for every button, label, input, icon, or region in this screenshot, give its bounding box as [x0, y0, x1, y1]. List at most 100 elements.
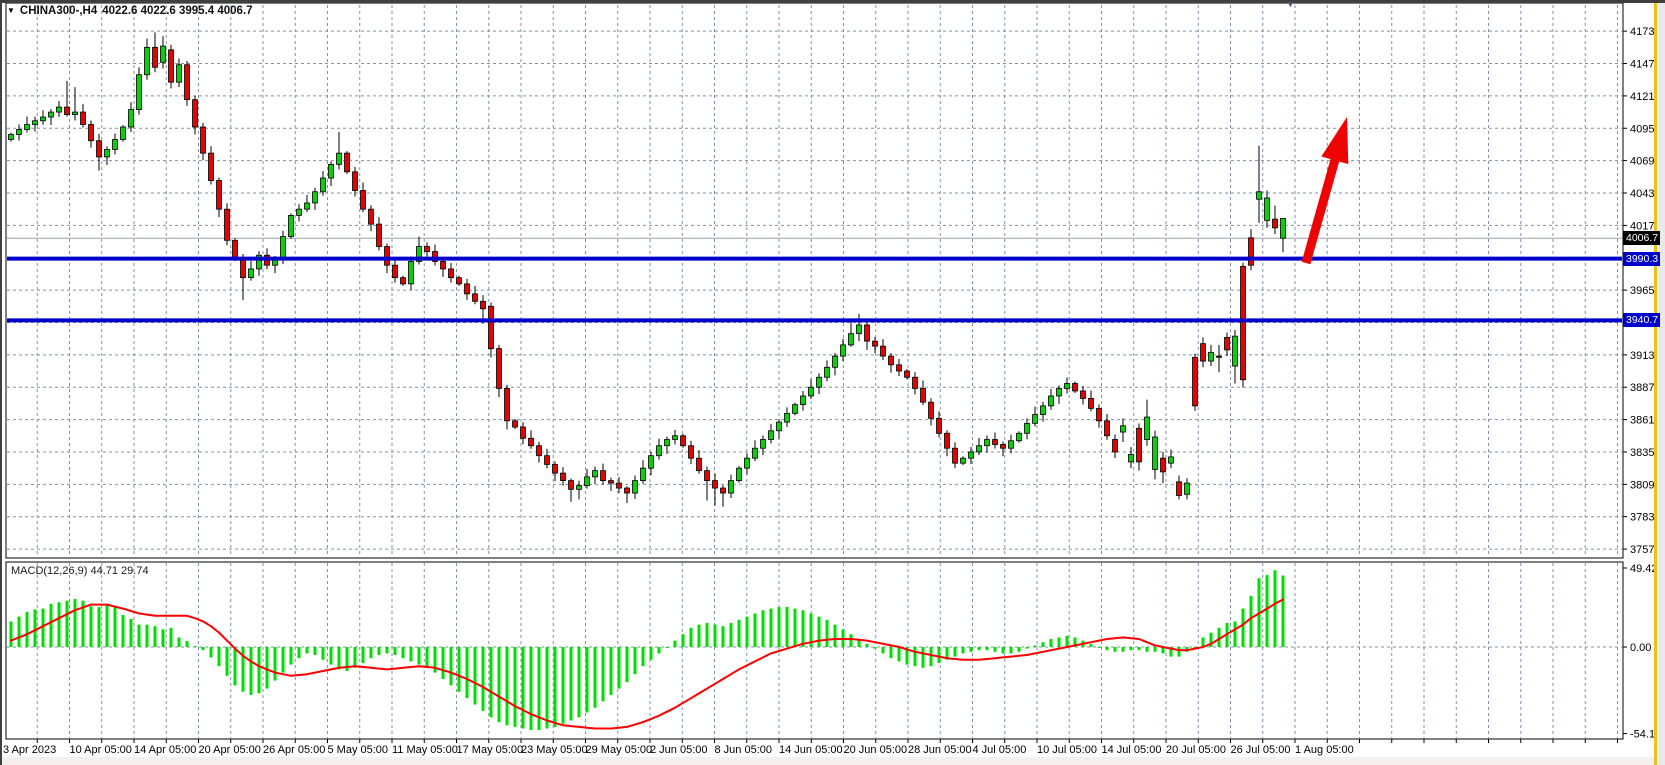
macd-histogram-bar	[33, 609, 37, 647]
macd-histogram-bar	[345, 647, 349, 671]
macd-histogram-bar	[753, 613, 757, 647]
macd-histogram-bar	[465, 647, 469, 699]
macd-histogram-bar	[289, 647, 293, 665]
macd-histogram-bar	[457, 647, 461, 692]
candle-bull	[1064, 383, 1070, 389]
candle-bear	[152, 46, 158, 68]
macd-indicator-label: MACD(12,26,9) 44.71 29.74	[11, 565, 149, 577]
time-axis-label: 29 May 05:00	[586, 744, 653, 756]
macd-histogram-bar	[977, 647, 981, 651]
candle-bear	[224, 208, 230, 241]
candle-bear	[400, 277, 406, 285]
macd-histogram-bar	[57, 602, 61, 647]
candle-bear	[1136, 427, 1142, 463]
candle-bull	[976, 445, 982, 453]
macd-histogram-bar	[9, 621, 13, 647]
candle-bull	[104, 149, 110, 158]
macd-histogram-bar	[745, 616, 749, 647]
macd-histogram-bar	[169, 627, 173, 647]
candle-bull	[824, 366, 830, 378]
macd-histogram-bar	[1121, 647, 1125, 652]
macd-histogram-bar	[553, 647, 557, 727]
macd-histogram-bar	[777, 607, 781, 647]
time-axis-label: 20 Jul 05:00	[1166, 744, 1226, 756]
candle-bull	[136, 74, 142, 110]
candle-bear	[560, 472, 566, 481]
macd-histogram-bar	[897, 647, 901, 662]
candle-bull	[1008, 440, 1014, 449]
macd-histogram-bar	[129, 619, 133, 647]
macd-histogram-bar	[137, 624, 141, 647]
resistance-line-price-tag[interactable]: 3990.3	[1623, 252, 1660, 266]
candle-bear	[944, 432, 950, 449]
macd-histogram-bar	[361, 647, 365, 663]
trend-arrow-head[interactable]	[1321, 117, 1349, 165]
macd-histogram-bar	[25, 611, 29, 647]
candle-bear	[888, 355, 894, 366]
candle-bull	[1128, 454, 1134, 463]
macd-histogram-bar	[761, 610, 765, 647]
macd-histogram-bar	[1089, 643, 1093, 647]
macd-axis-label: 49.42	[1630, 563, 1658, 575]
time-axis-label: 28 Jun 05:00	[908, 744, 972, 756]
candle-bull	[1232, 335, 1238, 367]
candle-bear	[344, 152, 350, 173]
candle-bear	[880, 345, 886, 357]
candle-bull	[8, 134, 14, 140]
candle-bull	[984, 439, 990, 447]
macd-histogram-bar	[1033, 645, 1037, 647]
candle-bear	[96, 140, 102, 158]
trend-arrow-shaft[interactable]	[1301, 153, 1341, 265]
candle-bull	[784, 412, 790, 423]
macd-histogram-bar	[417, 647, 421, 665]
candle-bull	[56, 106, 62, 113]
candle-bear	[936, 417, 942, 434]
candle-bull	[752, 447, 758, 459]
macd-histogram-bar	[801, 610, 805, 647]
macd-histogram-bar	[1049, 639, 1053, 647]
candle-bull	[280, 236, 286, 260]
candle-bear	[440, 261, 446, 270]
macd-histogram-bar	[1233, 621, 1237, 647]
candle-bull	[816, 376, 822, 388]
macd-histogram-bar	[881, 647, 885, 654]
macd-axis-label: 0.00	[1630, 642, 1651, 654]
window-border-top	[0, 0, 1665, 3]
macd-histogram-bar	[161, 629, 165, 647]
macd-histogram-bar	[681, 634, 685, 647]
candle-bull	[336, 152, 342, 165]
candle-bear	[184, 64, 190, 101]
time-axis-label: 17 May 05:00	[457, 744, 524, 756]
macd-histogram-bar	[241, 647, 245, 692]
macd-histogram-bar	[281, 647, 285, 673]
macd-histogram-bar	[113, 607, 117, 647]
macd-histogram-bar	[257, 647, 261, 694]
chart-shift-marker-icon[interactable]: ▼	[1286, 0, 1295, 9]
macd-histogram-bar	[49, 603, 53, 647]
candle-bear	[992, 439, 998, 445]
macd-histogram-bar	[1129, 647, 1133, 651]
macd-histogram-bar	[1009, 647, 1013, 654]
candle-bear	[872, 340, 878, 347]
candle-bear	[536, 445, 542, 457]
candle-bear	[680, 435, 686, 447]
support-line-price-tag[interactable]: 3940.7	[1623, 313, 1660, 327]
candle-bear	[1000, 444, 1006, 449]
macd-histogram-bar	[577, 647, 581, 718]
macd-histogram-bar	[1065, 635, 1069, 647]
time-axis-label: 10 Apr 05:00	[70, 744, 132, 756]
macd-histogram-bar	[689, 627, 693, 647]
macd-histogram-bar	[961, 647, 965, 654]
macd-histogram-bar	[1145, 647, 1149, 652]
candle-bear	[504, 388, 510, 422]
time-axis-label: 14 Apr 05:00	[134, 744, 196, 756]
macd-histogram-bar	[41, 608, 45, 647]
candle-bull	[632, 480, 638, 494]
candle-bear	[1192, 356, 1198, 407]
macd-histogram-bar	[609, 647, 613, 695]
macd-histogram-bar	[337, 647, 341, 670]
symbol-dropdown-icon[interactable]: ▼	[7, 6, 15, 15]
candle-bull	[296, 208, 302, 216]
candle-bear	[88, 124, 94, 142]
